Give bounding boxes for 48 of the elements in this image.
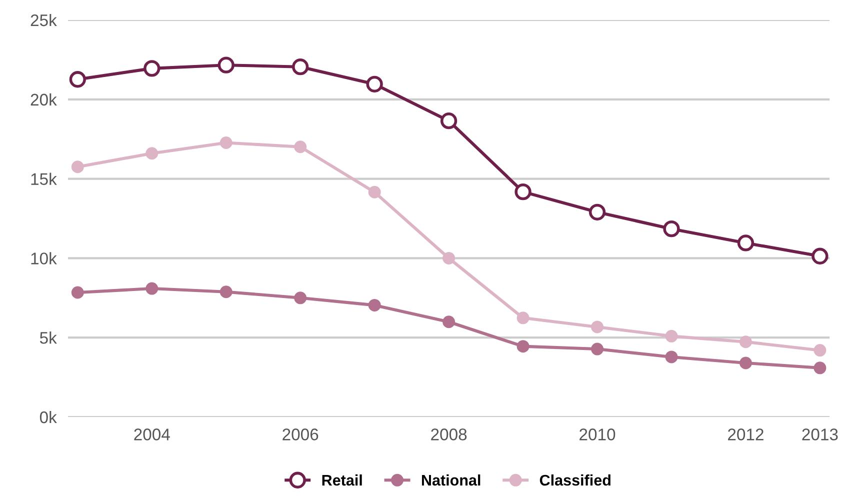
- y-tick-label: 5k: [40, 332, 57, 344]
- point: [146, 282, 158, 295]
- legend-label: National: [422, 474, 480, 486]
- point: [588, 204, 606, 220]
- point: [812, 248, 828, 264]
- point: [591, 342, 604, 356]
- point: [220, 286, 232, 298]
- point: [737, 234, 754, 252]
- y-tick-label: 25k: [30, 14, 57, 26]
- point: [144, 60, 160, 77]
- point: [442, 252, 456, 264]
- point: [814, 362, 826, 374]
- point: [665, 330, 678, 342]
- x-tick-label: 2013: [802, 428, 838, 440]
- legend-label: Classified: [540, 474, 610, 486]
- point: [591, 320, 604, 334]
- point: [218, 56, 234, 74]
- point: [366, 76, 383, 92]
- point: [516, 312, 530, 324]
- point: [665, 350, 678, 364]
- y-tick-label: 0k: [40, 410, 57, 424]
- x-tick-label: 2010: [580, 428, 616, 440]
- point: [146, 147, 158, 160]
- point: [368, 186, 381, 198]
- point: [514, 183, 532, 200]
- point: [292, 58, 309, 76]
- y-tick-label: 15k: [31, 172, 57, 186]
- point: [69, 71, 86, 88]
- point: [220, 136, 232, 150]
- point: [440, 112, 458, 130]
- x-tick-label: 2008: [431, 428, 467, 440]
- point: [739, 336, 752, 348]
- point: [368, 298, 381, 312]
- point: [294, 292, 307, 304]
- point: [71, 286, 84, 299]
- x-tick-label: 2004: [134, 428, 170, 440]
- legend-label: Retail: [322, 474, 362, 486]
- point: [739, 356, 752, 370]
- y-tick-label: 20k: [30, 93, 57, 106]
- point: [71, 160, 84, 174]
- point: [516, 340, 530, 353]
- x-tick-label: 2006: [282, 428, 318, 440]
- y-tick-label: 10k: [31, 252, 57, 264]
- point: [442, 316, 456, 328]
- point: [294, 140, 307, 154]
- x-tick-label: 2012: [728, 428, 764, 440]
- point: [814, 344, 826, 357]
- point: [663, 220, 680, 238]
